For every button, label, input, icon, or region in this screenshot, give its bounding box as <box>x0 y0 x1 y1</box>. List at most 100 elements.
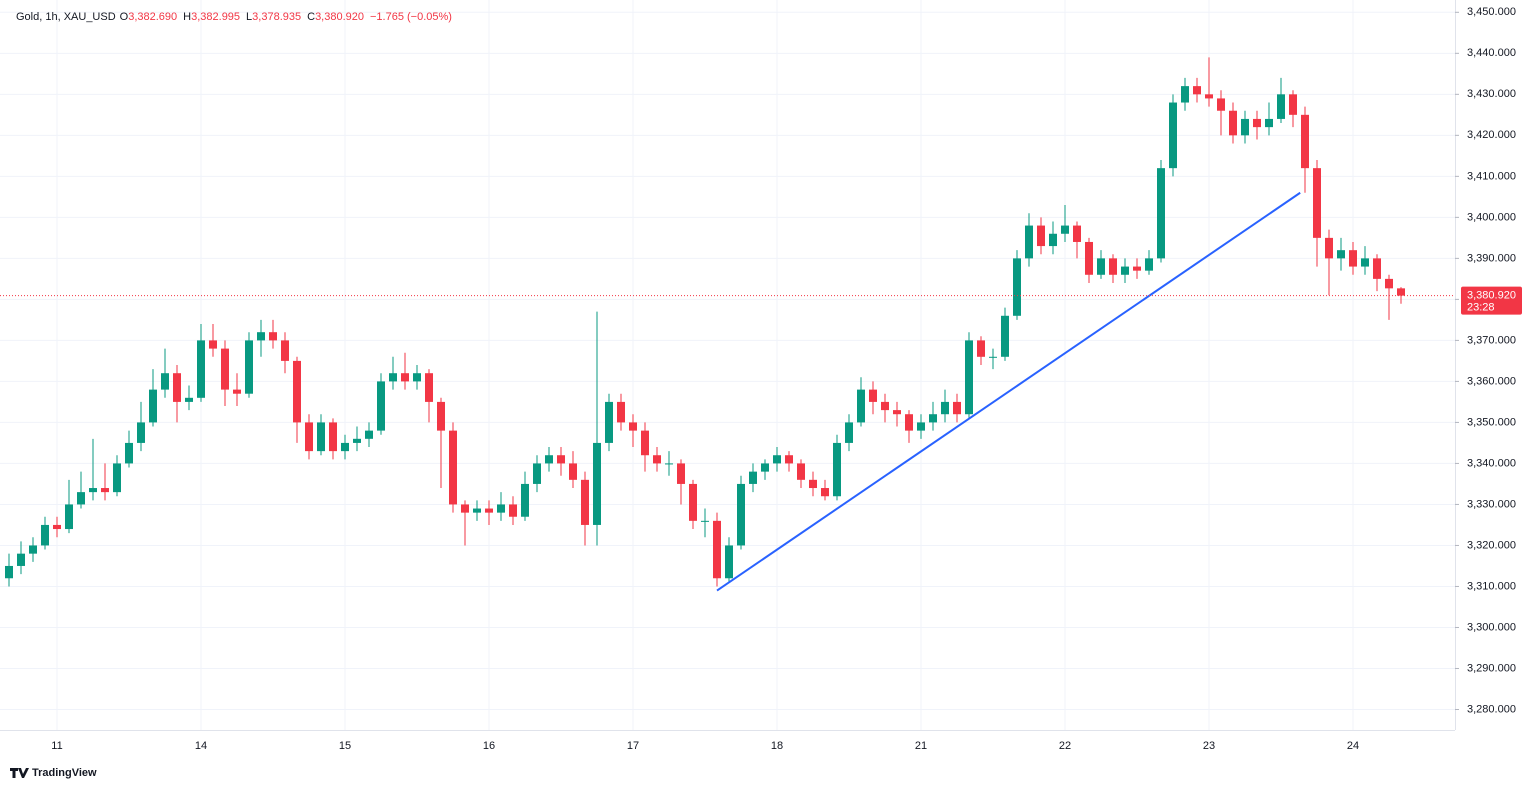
candle-body <box>209 340 217 349</box>
candle-body <box>1025 225 1033 259</box>
candle-body <box>389 373 397 382</box>
candle-body <box>1253 118 1261 128</box>
y-tick-label: 3,390.000 <box>1467 252 1516 264</box>
candle-body <box>1241 118 1249 136</box>
candle-body <box>1181 86 1189 103</box>
candle-body <box>953 401 961 415</box>
candle-body <box>1325 237 1333 259</box>
candle-body <box>785 455 793 464</box>
candle-body <box>509 504 517 517</box>
candle-body <box>797 463 805 480</box>
candle-body <box>413 373 421 382</box>
candle-body <box>893 410 901 415</box>
candle-body <box>89 488 97 493</box>
y-tick-label: 3,310.000 <box>1467 580 1516 592</box>
candle-body <box>377 381 385 431</box>
field-key: C <box>307 11 316 23</box>
x-tick-label: 17 <box>627 740 639 752</box>
candle-body <box>1193 86 1201 95</box>
field-key: L <box>246 11 253 23</box>
candle-body <box>965 340 973 415</box>
candle-body <box>1289 94 1297 115</box>
y-tick-label: 3,410.000 <box>1467 170 1516 182</box>
field-value: 3,380.920 <box>315 11 364 23</box>
candle-body <box>989 356 997 358</box>
symbol: Gold, 1h, XAU_USD <box>16 11 116 23</box>
candle-body <box>881 401 889 411</box>
candle-body <box>929 414 937 423</box>
change: −1.765 (−0.05%) <box>370 11 452 23</box>
candle-body <box>521 483 529 517</box>
field-value: 3,382.690 <box>128 11 178 23</box>
candle-body <box>1133 266 1141 271</box>
x-tick-label: 23 <box>1203 740 1215 752</box>
candle-body <box>917 422 925 431</box>
y-tick-label: 3,350.000 <box>1467 416 1516 428</box>
candle-body <box>233 389 241 394</box>
candle-body <box>1085 241 1093 275</box>
candle-body <box>401 373 409 382</box>
candle-body <box>257 332 265 341</box>
y-tick-label: 3,430.000 <box>1467 88 1516 100</box>
brand: TradingView <box>32 767 97 779</box>
candle-body <box>557 455 565 464</box>
y-tick-label: 3,320.000 <box>1467 539 1516 551</box>
countdown-label: 23:28 <box>1467 302 1495 314</box>
candle-body <box>641 430 649 456</box>
candle-body <box>1109 258 1117 275</box>
candle-body <box>137 422 145 443</box>
x-tick-label: 15 <box>339 740 351 752</box>
x-tick-label: 22 <box>1059 740 1071 752</box>
field-value: 3,382.995 <box>191 11 241 23</box>
candle-body <box>833 442 841 497</box>
candle-body <box>1001 315 1009 357</box>
candle-body <box>701 520 709 522</box>
candle-body <box>581 479 589 525</box>
candle-body <box>29 545 37 554</box>
candle-body <box>1121 266 1129 275</box>
candle-body <box>365 430 373 439</box>
candle-body <box>329 422 337 452</box>
y-tick-label: 3,330.000 <box>1467 498 1516 510</box>
x-tick-label: 18 <box>771 740 783 752</box>
candle-body <box>605 401 613 443</box>
candle-body <box>629 422 637 431</box>
candle-body <box>617 401 625 423</box>
candle-body <box>1313 168 1321 238</box>
candle-body <box>689 483 697 521</box>
candle-body <box>65 504 73 530</box>
grid <box>0 0 1455 730</box>
candle-body <box>1049 233 1057 247</box>
candle-body <box>905 414 913 431</box>
candle-body <box>533 463 541 484</box>
x-tick-label: 21 <box>915 740 927 752</box>
candle-body <box>293 360 301 423</box>
candle-body <box>1217 98 1225 111</box>
candle-body <box>269 332 277 341</box>
candle-body <box>665 463 673 465</box>
candle-body <box>17 553 25 566</box>
candle-body <box>5 565 13 579</box>
candle-body <box>977 340 985 357</box>
candle-body <box>821 488 829 497</box>
candle-body <box>1229 110 1237 136</box>
candle-body <box>1349 250 1357 267</box>
candle-body <box>593 442 601 525</box>
candle-body <box>461 504 469 513</box>
candle-body <box>77 492 85 505</box>
candle-body <box>1073 225 1081 242</box>
candle-body <box>305 422 313 452</box>
candle-body <box>1097 258 1105 275</box>
candle-body <box>1037 225 1045 247</box>
candle-body <box>1061 225 1069 234</box>
candle-body <box>125 442 133 464</box>
candle-body <box>1145 258 1153 271</box>
y-tick-label: 3,370.000 <box>1467 334 1516 346</box>
logo: TradingView <box>10 767 97 779</box>
candle-body <box>1337 250 1345 259</box>
field-key: H <box>183 11 192 23</box>
y-tick-label: 3,290.000 <box>1467 662 1516 674</box>
